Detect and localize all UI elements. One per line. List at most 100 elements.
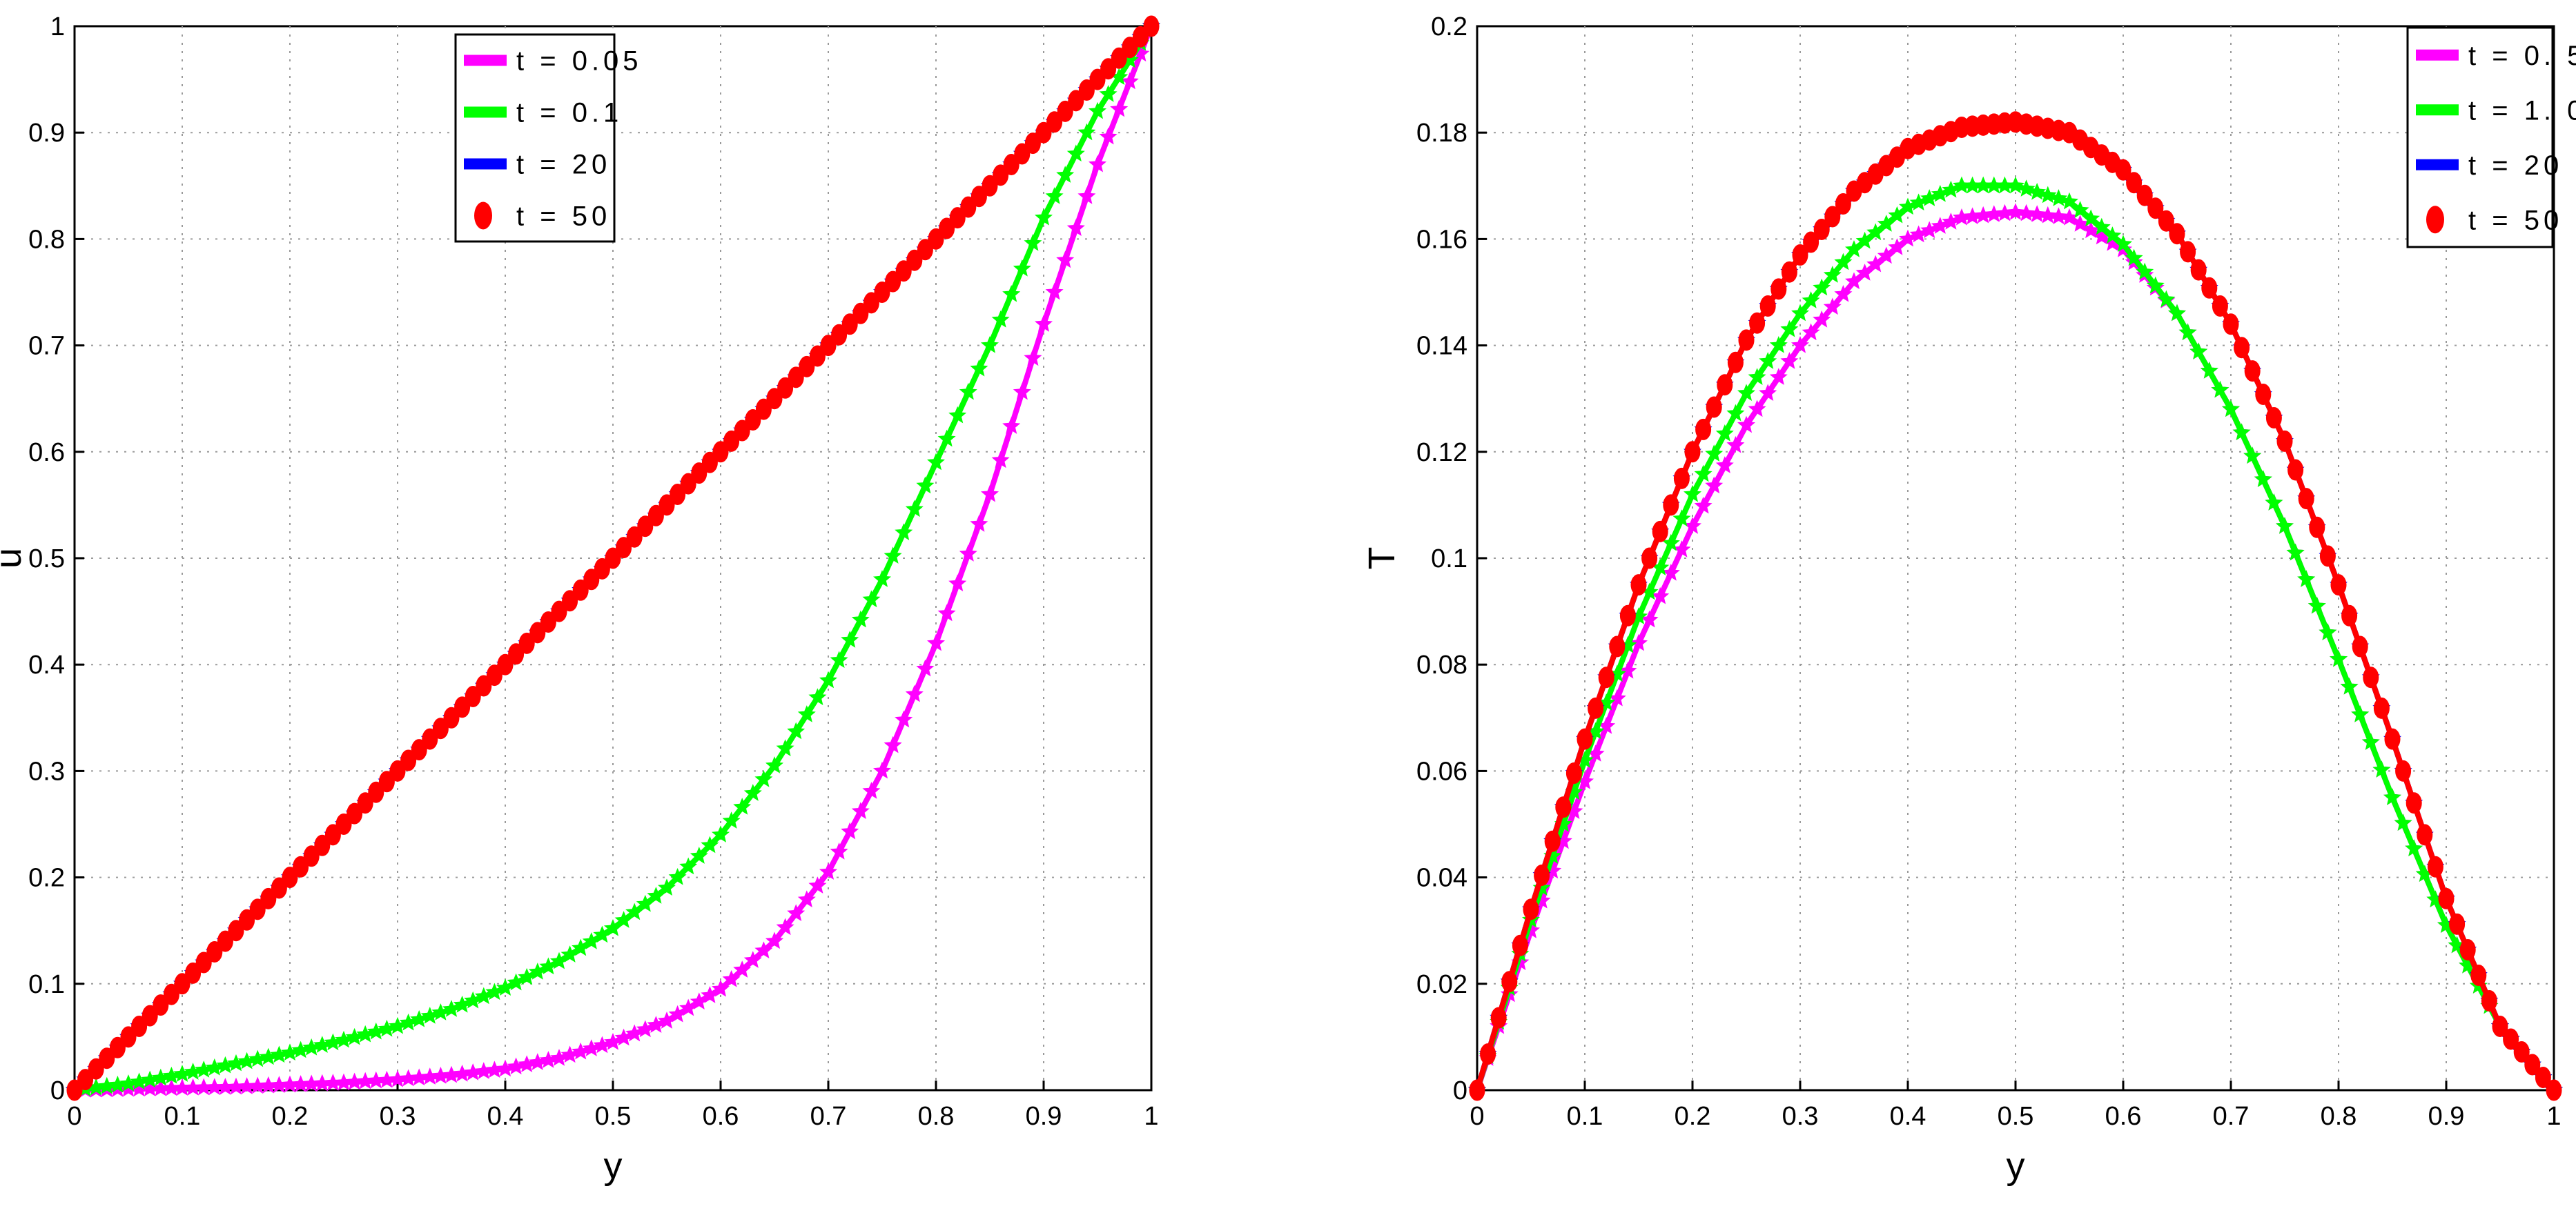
data-point (293, 856, 309, 878)
data-point (1501, 971, 1518, 993)
data-point (2049, 189, 2068, 206)
data-point (916, 476, 935, 494)
x-tick-label: 0 (1470, 1102, 1484, 1131)
data-point (1726, 435, 1745, 453)
data-point (2006, 176, 2025, 194)
y-tick-label: 0.02 (1416, 970, 1467, 999)
data-point (518, 967, 536, 985)
data-point (335, 813, 352, 835)
data-point (420, 1007, 439, 1024)
legend: t = 0. 5 t = 1. 0 t = 20 t = 50 (2406, 26, 2576, 248)
data-point (378, 771, 395, 793)
data-point (518, 632, 535, 654)
data-point (2384, 728, 2401, 750)
legend-label: t = 20 (516, 150, 611, 180)
data-point (560, 1045, 579, 1063)
data-point (2243, 446, 2262, 464)
data-point (1629, 633, 1648, 651)
data-point (400, 749, 417, 771)
data-point (1877, 215, 1895, 232)
data-point (2126, 172, 2143, 194)
data-point (1899, 197, 1917, 215)
data-point (852, 302, 869, 324)
data-point (2372, 760, 2391, 778)
data-point (2017, 179, 2036, 197)
data-point (1920, 189, 1939, 206)
data-point (476, 675, 492, 697)
data-point (787, 722, 806, 740)
data-point (2028, 183, 2047, 200)
data-point (2114, 235, 2133, 253)
data-point (528, 963, 547, 980)
data-point (2146, 276, 2165, 294)
data-point (1888, 206, 1906, 224)
data-point (486, 664, 502, 687)
data-point (1523, 898, 1539, 920)
data-point (776, 739, 794, 756)
data-point (77, 1069, 94, 1091)
data-point (970, 359, 988, 377)
data-point (2178, 323, 2197, 341)
data-point (2147, 197, 2164, 219)
legend-label: t = 1. 0 (2468, 95, 2576, 126)
data-point (797, 890, 816, 908)
data-point (562, 590, 578, 612)
data-point (1748, 368, 1766, 385)
data-point (647, 504, 664, 526)
x-tick-label: 0.5 (1998, 1102, 2034, 1131)
data-point (799, 355, 815, 377)
data-point (239, 909, 255, 931)
data-point (1759, 384, 1777, 402)
data-point (2363, 667, 2379, 689)
data-point (1844, 272, 1864, 290)
data-point (819, 862, 838, 880)
data-point (1834, 253, 1853, 270)
data-point (970, 515, 988, 532)
data-point (388, 1016, 407, 1034)
data-point (367, 1022, 385, 1040)
data-point (2201, 277, 2218, 299)
y-axis-label: u (0, 548, 29, 569)
data-point (2221, 400, 2241, 417)
series-t-50 (1469, 111, 2562, 1101)
data-point (723, 430, 740, 452)
y-tick-label: 0.06 (1416, 757, 1467, 786)
data-point (776, 918, 794, 936)
legend-swatch (474, 201, 492, 230)
data-point (2394, 813, 2412, 831)
data-point (2352, 635, 2368, 658)
data-point (314, 834, 331, 856)
data-point (626, 526, 643, 548)
data-point (335, 1030, 353, 1048)
data-point (464, 991, 482, 1009)
data-point (2276, 517, 2294, 534)
data-point (2449, 913, 2466, 935)
data-point (1034, 208, 1053, 226)
data-point (1759, 295, 1776, 317)
data-point (594, 558, 610, 580)
data-point (2459, 939, 2476, 960)
data-point (647, 1016, 665, 1033)
data-point (485, 983, 504, 1000)
data-point (636, 894, 654, 912)
data-point (217, 930, 233, 952)
data-point (1684, 517, 1701, 534)
data-point (1813, 310, 1831, 328)
y-tick-label: 0.5 (28, 544, 65, 573)
y-tick-label: 0.4 (28, 651, 65, 680)
legend-label: t = 50 (516, 201, 611, 232)
data-point (830, 651, 848, 668)
y-tick-label: 0.08 (1416, 651, 1467, 680)
data-point (529, 622, 546, 644)
data-point (905, 684, 924, 702)
x-tick-label: 0.2 (1675, 1102, 1711, 1131)
data-point (982, 175, 998, 197)
data-point (142, 1005, 158, 1027)
data-point (1002, 284, 1021, 302)
data-point (1661, 563, 1680, 581)
data-point (734, 420, 750, 442)
data-point (691, 462, 708, 484)
y-tick-label: 1 (50, 12, 65, 41)
data-point (2546, 1079, 2562, 1101)
